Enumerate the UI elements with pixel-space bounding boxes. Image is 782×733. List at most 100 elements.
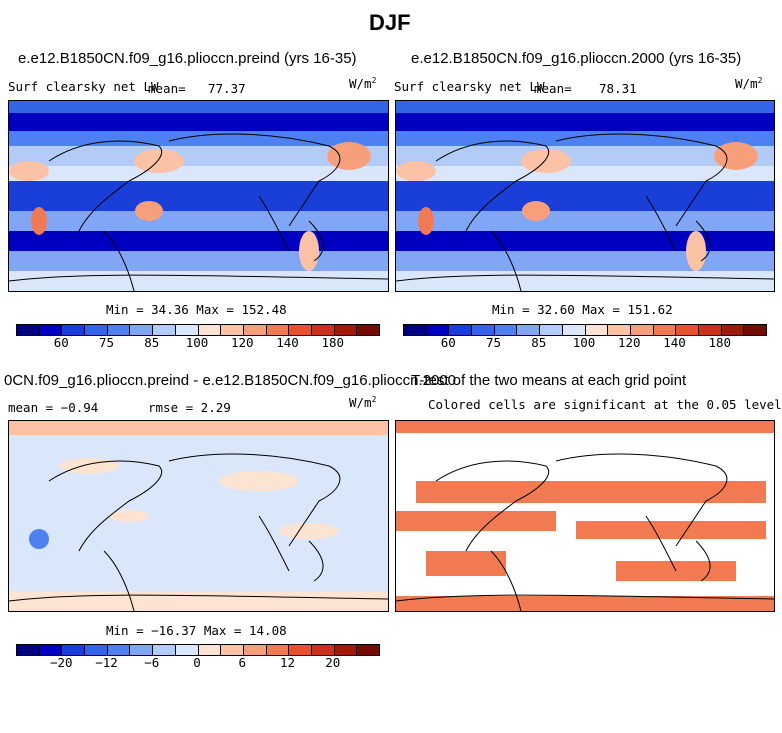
coastline xyxy=(48,140,162,232)
colorbar-swatch xyxy=(107,645,131,655)
colorbar-swatch xyxy=(198,325,222,335)
colorbar-swatch xyxy=(517,325,541,335)
map-significant-region xyxy=(396,596,774,611)
colorbar-swatch xyxy=(494,325,518,335)
coastline xyxy=(555,453,728,547)
coastline xyxy=(258,195,290,252)
panel1-units: W/m2 xyxy=(349,76,377,92)
colorbar-swatch xyxy=(107,325,131,335)
colorbar-tick-label: 140 xyxy=(663,335,686,350)
colorbar-swatch xyxy=(540,325,563,335)
colorbar-swatch xyxy=(198,645,222,655)
colorbar-swatch xyxy=(175,645,199,655)
panel2-minmax: Min = 32.60 Max = 151.62 xyxy=(492,302,673,317)
colorbar-swatch xyxy=(85,645,108,655)
colorbar-swatch xyxy=(153,645,176,655)
colorbar-tick-label: −20 xyxy=(49,655,73,670)
panel1-map xyxy=(8,100,389,292)
map-band xyxy=(9,271,388,291)
coastline xyxy=(435,460,549,552)
coastline xyxy=(103,230,135,291)
panel1-mean-label: mean= xyxy=(148,81,186,96)
panel3-units: W/m2 xyxy=(349,395,377,411)
colorbar-swatch xyxy=(676,325,699,335)
map-significant-region xyxy=(426,551,506,576)
colorbar-swatch xyxy=(130,645,154,655)
coastline xyxy=(308,220,324,262)
map-warm-patch xyxy=(9,161,49,181)
panel4-map xyxy=(395,420,775,612)
colorbar-swatch xyxy=(289,325,312,335)
map-warm-patch xyxy=(418,207,434,235)
map-band xyxy=(396,131,774,146)
colorbar-swatch xyxy=(334,645,358,655)
colorbar-tick-label: 85 xyxy=(531,335,547,350)
map-band xyxy=(396,211,774,231)
coastline xyxy=(396,274,774,282)
panel3-colorbar xyxy=(16,644,380,656)
panel4-note: Colored cells are significant at the 0.0… xyxy=(428,397,782,412)
map-band xyxy=(396,181,774,211)
panel2-variable: Surf clearsky net LW xyxy=(394,79,545,94)
map-patch xyxy=(109,510,149,522)
map-band xyxy=(396,113,774,131)
panel3-map xyxy=(8,420,389,612)
colorbar-swatch xyxy=(17,645,40,655)
colorbar-swatch xyxy=(357,645,379,655)
map-patch xyxy=(219,471,299,491)
coastline xyxy=(645,195,677,252)
map-band xyxy=(9,251,388,271)
map-band xyxy=(396,101,774,113)
colorbar-swatch xyxy=(85,325,108,335)
map-band xyxy=(9,591,388,611)
colorbar-tick-label: 100 xyxy=(185,335,209,350)
panel1-variable: Surf clearsky net LW xyxy=(8,79,159,94)
panel3-title: 0CN.f09_g16.plioccn.preind - e.e12.B1850… xyxy=(4,372,456,389)
panel3-minmax: Min = −16.37 Max = 14.08 xyxy=(106,623,287,638)
map-warm-patch xyxy=(31,207,47,235)
colorbar-swatch xyxy=(311,645,335,655)
coastline xyxy=(490,550,522,611)
map-band xyxy=(9,181,388,211)
panel2-mean-value: 78.31 xyxy=(599,81,637,96)
colorbar-swatch xyxy=(62,645,86,655)
coastline xyxy=(168,133,341,227)
colorbar-tick-label: 120 xyxy=(230,335,254,350)
colorbar-swatch xyxy=(404,325,427,335)
map-warm-patch xyxy=(327,142,371,170)
panel1-minmax: Min = 34.36 Max = 152.48 xyxy=(106,302,287,317)
panel3-mean: mean = −0.94 xyxy=(8,400,99,415)
panel2-map xyxy=(395,100,775,292)
panel1-colorbar xyxy=(16,324,380,336)
colorbar-tick-label: 100 xyxy=(572,335,596,350)
map-band xyxy=(396,251,774,271)
colorbar-tick-label: 20 xyxy=(325,655,341,670)
map-band xyxy=(9,166,388,181)
colorbar-tick-label: 180 xyxy=(708,335,732,350)
colorbar-swatch xyxy=(426,325,450,335)
colorbar-tick-label: 6 xyxy=(238,655,247,670)
colorbar-swatch xyxy=(721,325,745,335)
map-significant-region xyxy=(396,421,774,433)
map-warm-patch xyxy=(134,149,184,173)
colorbar-swatch xyxy=(311,325,335,335)
map-band xyxy=(9,231,388,251)
map-warm-patch xyxy=(135,201,163,221)
map-patch xyxy=(279,523,339,539)
colorbar-swatch xyxy=(39,645,63,655)
panel2-mean-label: mean= xyxy=(534,81,572,96)
colorbar-tick-label: 140 xyxy=(276,335,299,350)
coastline xyxy=(168,453,341,547)
colorbar-tick-label: 85 xyxy=(144,335,160,350)
colorbar-swatch xyxy=(153,325,176,335)
coastline xyxy=(308,540,324,582)
coastline xyxy=(490,230,522,291)
map-background xyxy=(9,421,388,611)
map-warm-patch xyxy=(714,142,758,170)
colorbar-swatch xyxy=(630,325,654,335)
coastline xyxy=(555,133,728,227)
map-band xyxy=(9,113,388,131)
panel2-units: W/m2 xyxy=(735,76,763,92)
coastline xyxy=(9,274,388,282)
panel1-mean-value: 77.37 xyxy=(208,81,246,96)
